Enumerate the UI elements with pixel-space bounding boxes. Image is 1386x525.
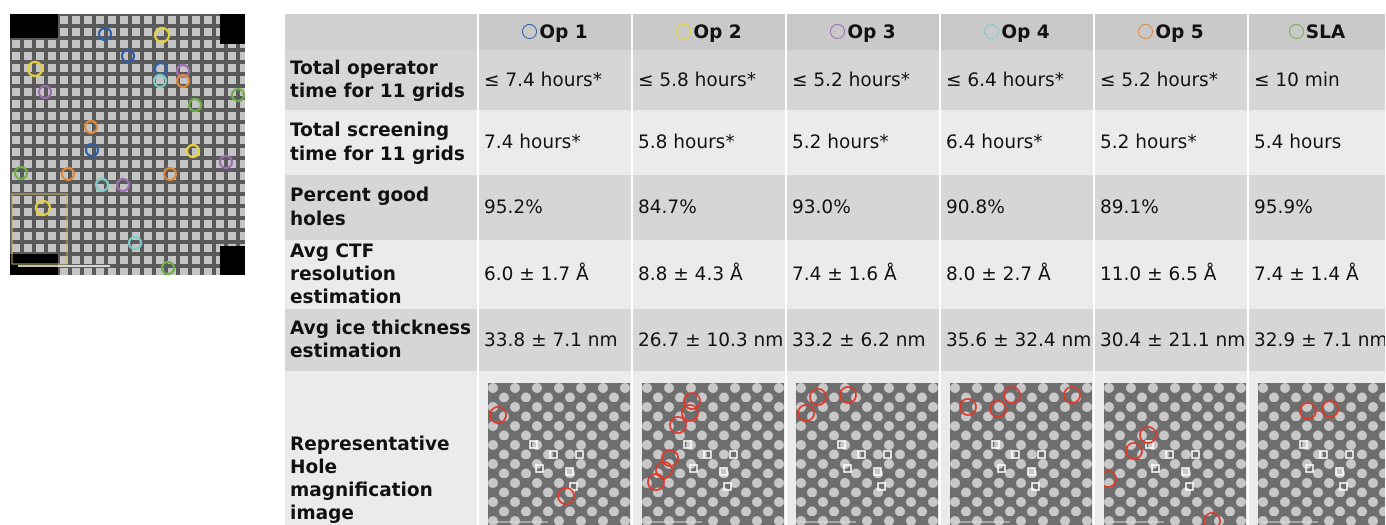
cell-value: 6.4 hours* [940, 110, 1094, 175]
cell-value: ≤ 5.2 hours* [786, 50, 940, 110]
cell-value: 84.7% [632, 175, 786, 240]
column-name: Op 4 [1001, 22, 1049, 43]
column-name: Op 3 [847, 22, 895, 43]
cell-value: 89.1% [1094, 175, 1248, 240]
cell-value: 8.0 ± 2.7 Å [940, 240, 1094, 309]
hole-image [1258, 383, 1386, 525]
atlas-image [10, 14, 245, 275]
cell-value: 95.9% [1248, 175, 1386, 240]
cell-value: 11.0 ± 6.5 Å [1094, 240, 1248, 309]
row-label: Total operator time for 11 grids [285, 50, 478, 110]
cell-value: ≤ 6.4 hours* [940, 50, 1094, 110]
image-cell [1094, 371, 1248, 525]
table-row: Representative Hole magnification image [285, 371, 1386, 525]
operator-marker [1289, 24, 1304, 39]
row-label: Avg ice thickness estimation [285, 309, 478, 371]
operator-marker [830, 24, 845, 39]
cell-value: 33.2 ± 6.2 nm [786, 309, 940, 371]
cell-value: 5.2 hours* [786, 110, 940, 175]
image-cell [940, 371, 1094, 525]
operator-marker [522, 24, 537, 39]
cell-value: 5.2 hours* [1094, 110, 1248, 175]
cell-value: 32.9 ± 7.1 nm [1248, 309, 1386, 371]
cell-value: 7.4 hours* [478, 110, 632, 175]
cell-value: 7.4 ± 1.4 Å [1248, 240, 1386, 309]
hole-image [1104, 383, 1246, 525]
cell-value: ≤ 7.4 hours* [478, 50, 632, 110]
header-row: Op 1 Op 2 Op 3 Op 4 Op 5 SLA [285, 14, 1386, 50]
cell-value: ≤ 5.8 hours* [632, 50, 786, 110]
image-cell [632, 371, 786, 525]
column-name: SLA [1306, 22, 1345, 43]
operator-marker [676, 24, 691, 39]
header-cell [285, 14, 478, 50]
header-cell: Op 4 [940, 14, 1094, 50]
header-cell: Op 1 [478, 14, 632, 50]
row-label: Avg CTF resolution estimation [285, 240, 478, 309]
cell-value: 5.8 hours* [632, 110, 786, 175]
row-label: Representative Hole magnification image [285, 371, 478, 525]
operator-marker [984, 24, 999, 39]
table-row: Total operator time for 11 grids≤ 7.4 ho… [285, 50, 1386, 110]
image-cell [1248, 371, 1386, 525]
cell-value: 30.4 ± 21.1 nm [1094, 309, 1248, 371]
cell-value: 8.8 ± 4.3 Å [632, 240, 786, 309]
cell-value: 5.4 hours [1248, 110, 1386, 175]
header-cell: Op 5 [1094, 14, 1248, 50]
column-name: Op 2 [693, 22, 741, 43]
header-cell: Op 3 [786, 14, 940, 50]
hole-image [488, 383, 630, 525]
cell-value: 26.7 ± 10.3 nm [632, 309, 786, 371]
cell-value: 93.0% [786, 175, 940, 240]
cell-value: ≤ 10 min [1248, 50, 1386, 110]
column-name: Op 5 [1155, 22, 1203, 43]
cell-value: 6.0 ± 1.7 Å [478, 240, 632, 309]
image-cell [786, 371, 940, 525]
cell-value: 7.4 ± 1.6 Å [786, 240, 940, 309]
cell-value: 90.8% [940, 175, 1094, 240]
hole-image [796, 383, 938, 525]
image-cell [478, 371, 632, 525]
header-cell: Op 2 [632, 14, 786, 50]
header-cell: SLA [1248, 14, 1386, 50]
cell-value: ≤ 5.2 hours* [1094, 50, 1248, 110]
column-name: Op 1 [539, 22, 587, 43]
cell-value: 35.6 ± 32.4 nm [940, 309, 1094, 371]
comparison-table: Op 1 Op 2 Op 3 Op 4 Op 5 SLA Total operator ti… [285, 14, 1386, 525]
operator-marker [1138, 24, 1153, 39]
row-label: Percent good holes [285, 175, 478, 240]
cell-value: 33.8 ± 7.1 nm [478, 309, 632, 371]
page: Op 1 Op 2 Op 3 Op 4 Op 5 SLA Total operator ti… [0, 0, 1386, 516]
row-label: Total screening time for 11 grids [285, 110, 478, 175]
hole-image [950, 383, 1092, 525]
hole-image [642, 383, 784, 525]
cell-value: 95.2% [478, 175, 632, 240]
